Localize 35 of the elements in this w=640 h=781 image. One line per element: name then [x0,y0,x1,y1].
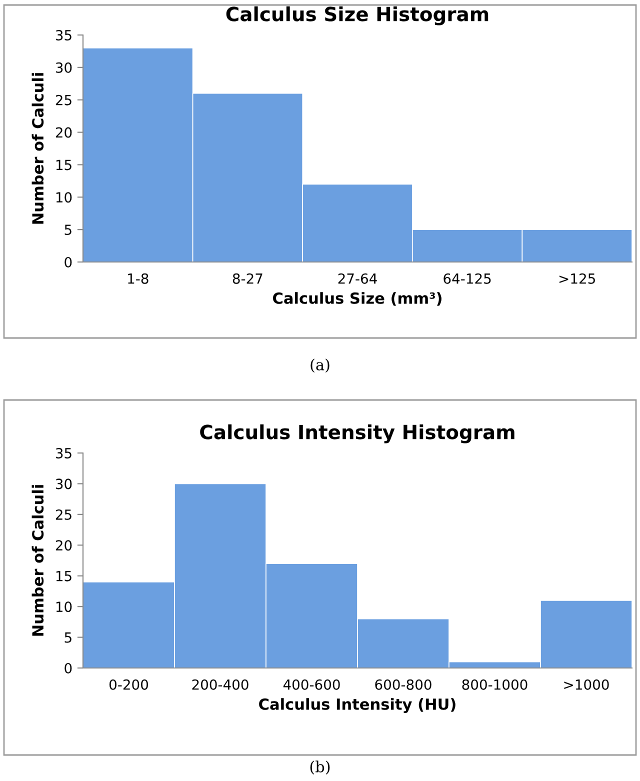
y-tick-label: 15 [56,160,72,170]
chart-title: Calculus Intensity Histogram [200,424,514,444]
chart-title: Calculus Size Histogram [226,6,488,26]
x-tick-label: >1000 [564,679,609,690]
y-tick-label: 30 [56,478,72,490]
y-tick-label: 15 [56,571,72,582]
y-axis-title: Number of Calculi [32,485,44,636]
x-tick-label: 800-1000 [462,679,528,690]
y-tick-label: 25 [56,509,72,520]
y-tick-label: 30 [56,62,72,73]
y-tick-label: 35 [56,448,72,458]
text: (b) [310,760,330,775]
x-axis-title: Calculus Intensity (HU) [259,698,456,714]
x-tick-label: 64-125 [444,273,491,284]
x-tick-label: 400-600 [283,679,340,690]
x-tick-label: >125 [559,273,595,284]
x-tick-label: 600-800 [375,679,432,690]
y-tick-label: 10 [56,192,72,203]
x-axis-title: Calculus Size (mm³) [273,292,442,306]
y-tick-label: 5 [64,224,72,236]
y-tick-label: 10 [56,602,72,612]
y-tick-label: 20 [56,540,72,551]
y-tick-label: 25 [56,94,72,106]
y-tick-label: 20 [56,127,72,138]
y-tick-label: 35 [56,30,72,40]
x-tick-label: 27-64 [338,273,377,284]
x-tick-label: 8-27 [232,273,262,284]
x-tick-label: 200-400 [192,679,248,690]
y-tick-label: 5 [64,632,72,643]
y-axis-title: Number of Calculi [32,73,44,224]
x-tick-label: 0-200 [109,679,148,690]
text: (a) [310,358,330,373]
x-tick-label: 1-8 [128,273,148,284]
y-tick-label: 0 [64,256,72,268]
y-tick-label: 0 [64,662,72,674]
